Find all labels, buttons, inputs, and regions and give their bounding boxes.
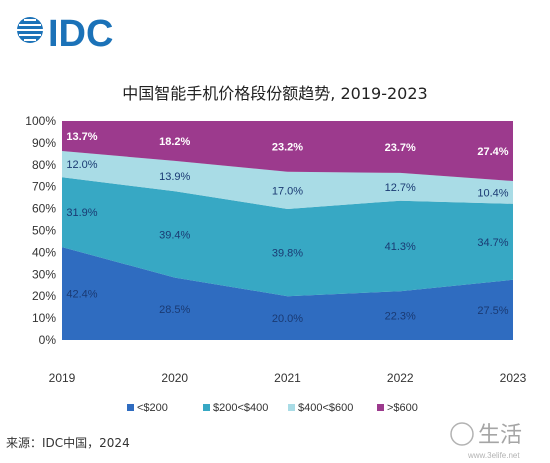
idc-logo: IDC bbox=[17, 13, 113, 55]
data-label: 41.3% bbox=[385, 241, 416, 253]
area-200-400 bbox=[62, 177, 513, 297]
y-tick-label: 40% bbox=[32, 245, 56, 259]
data-labels: 42.4% 28.5% 20.0% 22.3% 27.5% 31.9% 39.4% 39.8%… bbox=[66, 131, 508, 325]
legend: <$200 $200<$400 $400<$600 >$600 bbox=[127, 402, 418, 414]
y-tick-label: 0% bbox=[39, 333, 57, 347]
data-label: 34.7% bbox=[477, 237, 508, 249]
y-tick-label: 60% bbox=[32, 202, 56, 216]
area-under-200 bbox=[62, 247, 513, 340]
data-label: 23.2% bbox=[272, 141, 303, 153]
y-tick-label: 50% bbox=[32, 224, 56, 238]
legend-swatch bbox=[288, 404, 295, 411]
x-tick-label: 2020 bbox=[161, 371, 188, 385]
legend-swatch bbox=[377, 404, 384, 411]
data-label: 18.2% bbox=[159, 136, 190, 148]
legend-label: >$600 bbox=[387, 402, 418, 414]
y-axis: 0% 10% 20% 30% 40% 50% 60% 70% 80% 90% 100% bbox=[25, 114, 56, 347]
y-tick-label: 100% bbox=[25, 114, 56, 128]
data-label: 39.4% bbox=[159, 229, 190, 241]
data-label: 13.9% bbox=[159, 171, 190, 183]
watermark: 生活 www.3elife.net bbox=[450, 422, 522, 460]
x-tick-label: 2019 bbox=[49, 371, 76, 385]
y-tick-label: 90% bbox=[32, 136, 56, 150]
y-tick-label: 80% bbox=[32, 158, 56, 172]
data-label: 23.7% bbox=[385, 142, 416, 154]
chart-title: 中国智能手机价格段份额趋势, 2019-2023 bbox=[122, 84, 427, 103]
legend-label: <$200 bbox=[137, 402, 168, 414]
data-label: 13.7% bbox=[66, 131, 97, 143]
data-label: 28.5% bbox=[159, 304, 190, 316]
legend-swatch bbox=[127, 404, 134, 411]
x-axis: 2019 2020 2021 2022 2023 bbox=[49, 371, 527, 385]
data-label: 10.4% bbox=[477, 187, 508, 199]
area-over-600 bbox=[62, 121, 513, 181]
data-label: 39.8% bbox=[272, 248, 303, 260]
data-label: 42.4% bbox=[66, 289, 97, 301]
area-400-600 bbox=[62, 151, 513, 209]
x-tick-label: 2021 bbox=[274, 371, 301, 385]
data-label: 20.0% bbox=[272, 313, 303, 325]
legend-label: $400<$600 bbox=[298, 402, 353, 414]
data-label: 22.3% bbox=[385, 311, 416, 323]
watermark-text: 生活 bbox=[478, 423, 522, 448]
y-tick-label: 30% bbox=[32, 267, 56, 281]
data-label: 27.4% bbox=[477, 146, 508, 158]
legend-label: $200<$400 bbox=[213, 402, 268, 414]
data-label: 12.7% bbox=[385, 182, 416, 194]
legend-swatch bbox=[203, 404, 210, 411]
x-tick-label: 2022 bbox=[387, 371, 414, 385]
data-label: 27.5% bbox=[477, 305, 508, 317]
x-tick-label: 2023 bbox=[500, 371, 527, 385]
y-tick-label: 70% bbox=[32, 180, 56, 194]
data-label: 12.0% bbox=[66, 159, 97, 171]
logo-text: IDC bbox=[48, 13, 113, 55]
watermark-url: www.3elife.net bbox=[467, 451, 520, 460]
area-layers bbox=[62, 121, 513, 340]
y-tick-label: 20% bbox=[32, 289, 56, 303]
data-label: 17.0% bbox=[272, 185, 303, 197]
data-label: 31.9% bbox=[66, 207, 97, 219]
y-tick-label: 10% bbox=[32, 311, 56, 325]
source-note: 来源：IDC中国，2024 bbox=[6, 435, 130, 450]
watermark-logo-icon bbox=[450, 422, 474, 446]
